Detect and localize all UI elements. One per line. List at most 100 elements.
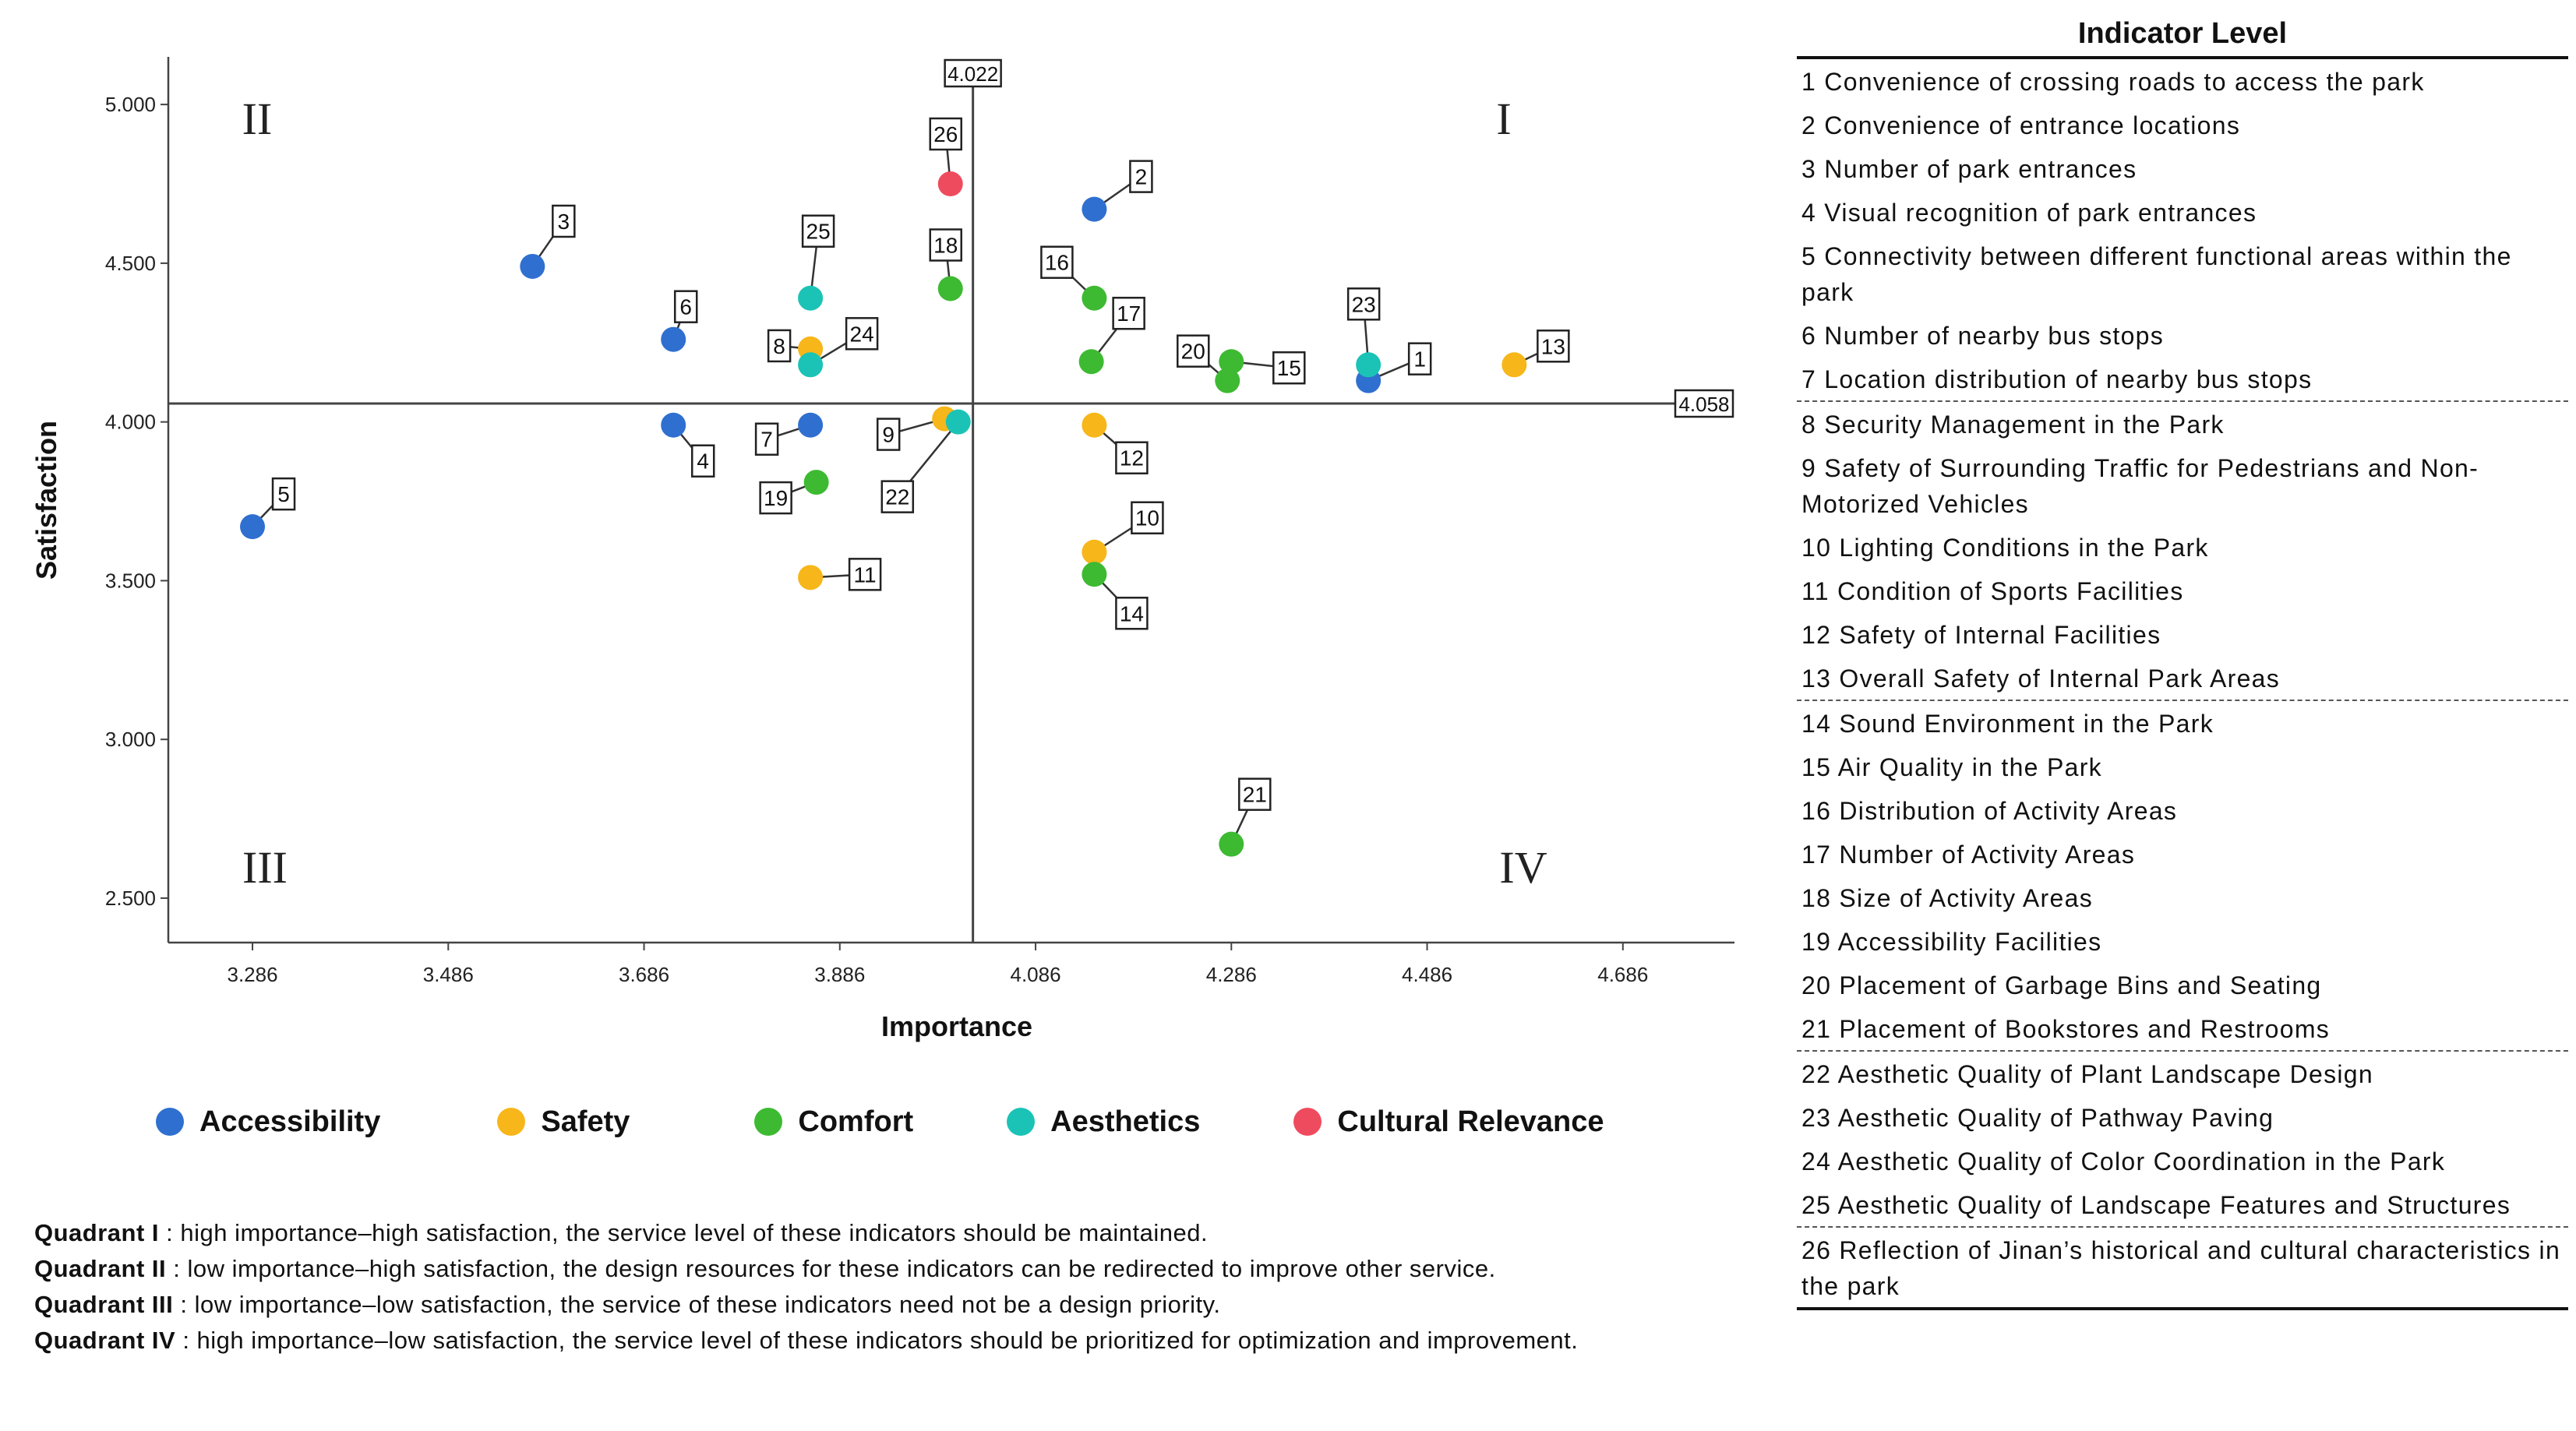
point-label-box (1115, 597, 1149, 630)
indicator-table: Indicator Level 1 Convenience of crossin… (1797, 11, 2568, 1310)
indicator-row: 14 Sound Environment in the Park (1801, 710, 2214, 738)
y-tick-label: 3.500 (105, 569, 156, 592)
quadrant-label-iv: IV (1499, 842, 1547, 893)
y-tick-label: 2.500 (105, 886, 156, 910)
data-point (240, 514, 266, 540)
point-label-box (1131, 501, 1164, 534)
data-point (520, 253, 545, 279)
chart-legend: Accessibility Safety Comfort Aesthetics … (156, 1098, 1699, 1145)
data-point (1356, 352, 1382, 378)
point-label: 19 (764, 486, 788, 510)
x-reference-label: 4.022 (947, 62, 998, 86)
data-point (937, 171, 963, 197)
legend-swatch-accessibility (156, 1108, 184, 1136)
indicator-table-title: Indicator Level (1797, 11, 2568, 59)
point-label: 23 (1352, 292, 1376, 316)
point-label: 4 (697, 449, 709, 474)
indicator-row: 16 Distribution of Activity Areas (1801, 797, 2178, 825)
legend-label-accessibility: Accessibility (199, 1105, 381, 1138)
indicator-row: 8 Security Management in the Park (1801, 411, 2225, 439)
legend-label-cultural-relevance: Cultural Relevance (1337, 1105, 1604, 1138)
point-label-box (1177, 334, 1210, 368)
y-tick-label: 5.000 (105, 93, 156, 116)
indicator-row: 20 Placement of Garbage Bins and Seating (1801, 971, 2322, 999)
point-label-box (1272, 351, 1306, 385)
point-label-box (1129, 160, 1153, 193)
legend-swatch-cultural-relevance (1293, 1108, 1322, 1136)
legend-item-safety: Safety (497, 1098, 630, 1145)
indicator-row: 26 Reflection of Jinan’s historical and … (1797, 1228, 2568, 1310)
indicator-row: 18 Size of Activity Areas (1801, 884, 2093, 912)
data-point (798, 412, 824, 438)
data-point (1082, 285, 1107, 311)
point-label: 2 (1135, 165, 1148, 189)
indicator-row: 12 Safety of Internal Facilities (1801, 621, 2161, 649)
point-label: 6 (679, 295, 692, 319)
point-label-box (1407, 342, 1432, 375)
data-point (937, 276, 963, 301)
point-label-box (880, 480, 915, 513)
point-label: 8 (773, 334, 785, 358)
note-quadrant-iii: Quadrant III : low importance–low satisf… (34, 1287, 1749, 1323)
data-point (1078, 349, 1104, 375)
y-axis-title: Satisfaction (30, 421, 62, 580)
indicator-row: 15 Air Quality in the Park (1801, 753, 2102, 781)
point-label: 1 (1413, 347, 1426, 372)
legend-item-comfort: Comfort (754, 1098, 913, 1145)
indicator-row: 4 Visual recognition of park entrances (1801, 199, 2257, 227)
indicator-row: 9 Safety of Surrounding Traffic for Pede… (1801, 454, 2479, 518)
point-label: 24 (850, 322, 874, 346)
point-label-box (1346, 287, 1381, 321)
quadrant-label-i: I (1496, 93, 1511, 144)
point-label-box (754, 422, 779, 456)
point-label-box (759, 481, 792, 515)
indicator-row: 25 Aesthetic Quality of Landscape Featur… (1797, 1183, 2568, 1228)
x-tick-label: 4.286 (1206, 963, 1257, 986)
data-point (1501, 352, 1527, 378)
indicator-row: 11 Condition of Sports Facilities (1801, 577, 2184, 605)
indicator-row: 13 Overall Safety of Internal Park Areas (1797, 656, 2568, 701)
x-axis-title: Importance (881, 1010, 1032, 1042)
data-point (798, 285, 824, 311)
indicator-row: 5 Connectivity between different functio… (1801, 242, 2512, 306)
indicator-row: 1 Convenience of crossing roads to acces… (1801, 68, 2425, 96)
indicator-row: 23 Aesthetic Quality of Pathway Paving (1801, 1104, 2274, 1132)
point-label: 10 (1135, 506, 1159, 530)
point-label-box (1040, 245, 1074, 279)
indicator-row: 19 Accessibility Facilities (1801, 928, 2102, 956)
note-title: Quadrant IV (34, 1327, 176, 1354)
y-tick-label: 4.000 (105, 411, 156, 434)
point-label-box (1112, 296, 1145, 330)
data-point (1082, 412, 1107, 438)
point-label: 18 (933, 233, 958, 257)
data-point (1082, 196, 1107, 222)
point-label: 26 (933, 122, 958, 146)
note-quadrant-ii: Quadrant II : low importance–high satisf… (34, 1251, 1749, 1287)
indicator-row: 24 Aesthetic Quality of Color Coordinati… (1801, 1147, 2446, 1175)
data-point (1082, 539, 1107, 565)
point-label-box (1115, 441, 1149, 474)
note-quadrant-i: Quadrant I : high importance–high satisf… (34, 1215, 1749, 1251)
data-point (803, 470, 829, 495)
indicator-row: 3 Number of park entrances (1801, 155, 2137, 183)
indicator-row: 2 Convenience of entrance locations (1801, 111, 2241, 139)
scatter-chart: Importance Satisfaction 3.286 3.486 3.686 3… (30, 57, 1734, 1042)
x-tick-label: 4.486 (1402, 963, 1452, 986)
point-label-box (848, 558, 882, 591)
quadrant-label-iii: III (242, 842, 288, 893)
legend-swatch-safety (497, 1108, 526, 1136)
legend-label-comfort: Comfort (798, 1105, 914, 1138)
legend-item-cultural-relevance: Cultural Relevance (1293, 1098, 1604, 1145)
data-point (1215, 368, 1240, 393)
legend-swatch-comfort (754, 1108, 783, 1136)
y-reference-label: 4.058 (1678, 393, 1729, 416)
indicator-row: 6 Number of nearby bus stops (1801, 322, 2165, 350)
legend-label-safety: Safety (541, 1105, 630, 1138)
legend-item-accessibility: Accessibility (156, 1098, 380, 1145)
point-label: 17 (1117, 301, 1141, 326)
note-text: : high importance–low satisfaction, the … (182, 1327, 1579, 1354)
point-label-box (767, 329, 792, 363)
y-reference-label-box (1674, 389, 1734, 418)
point-label-box (1537, 330, 1570, 363)
point-label-box (1238, 777, 1272, 811)
